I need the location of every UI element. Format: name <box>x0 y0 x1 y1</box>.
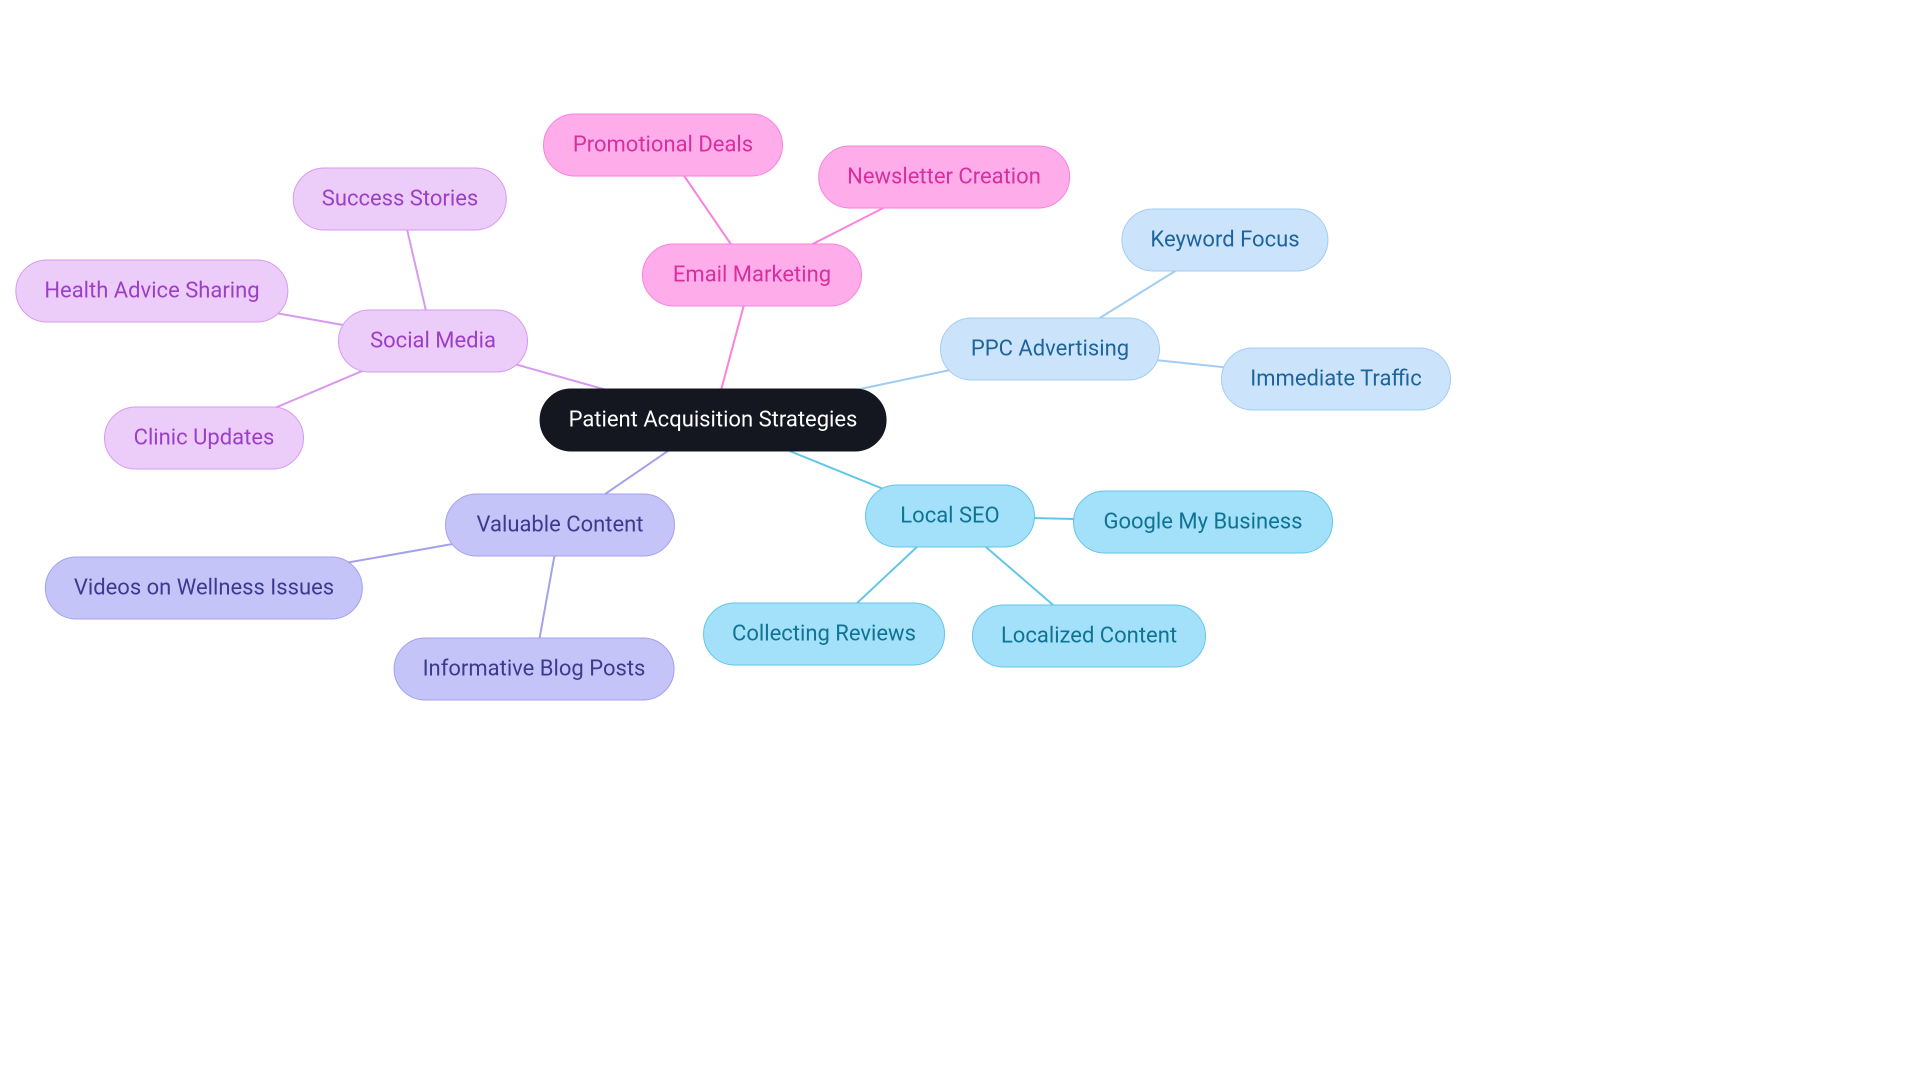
mindmap-node-content: Valuable Content <box>445 494 675 557</box>
mindmap-node-blog: Informative Blog Posts <box>394 638 675 701</box>
mindmap-node-local: Localized Content <box>972 605 1206 668</box>
mindmap-node-root: Patient Acquisition Strategies <box>540 389 887 452</box>
mindmap-node-gmb: Google My Business <box>1073 491 1333 554</box>
mindmap-node-email: Email Marketing <box>642 244 862 307</box>
mindmap-node-reviews: Collecting Reviews <box>703 603 945 666</box>
mindmap-node-news: Newsletter Creation <box>818 146 1070 209</box>
mindmap-node-videos: Videos on Wellness Issues <box>45 557 363 620</box>
mindmap-node-social: Social Media <box>338 310 528 373</box>
mindmap-node-updates: Clinic Updates <box>104 407 304 470</box>
mindmap-node-traffic: Immediate Traffic <box>1221 348 1451 411</box>
mindmap-node-ppc: PPC Advertising <box>940 318 1160 381</box>
mindmap-node-keyword: Keyword Focus <box>1121 209 1328 272</box>
mindmap-node-advice: Health Advice Sharing <box>15 260 288 323</box>
mindmap-node-promo: Promotional Deals <box>543 114 783 177</box>
mindmap-node-success: Success Stories <box>293 168 507 231</box>
mindmap-node-seo: Local SEO <box>865 485 1035 548</box>
